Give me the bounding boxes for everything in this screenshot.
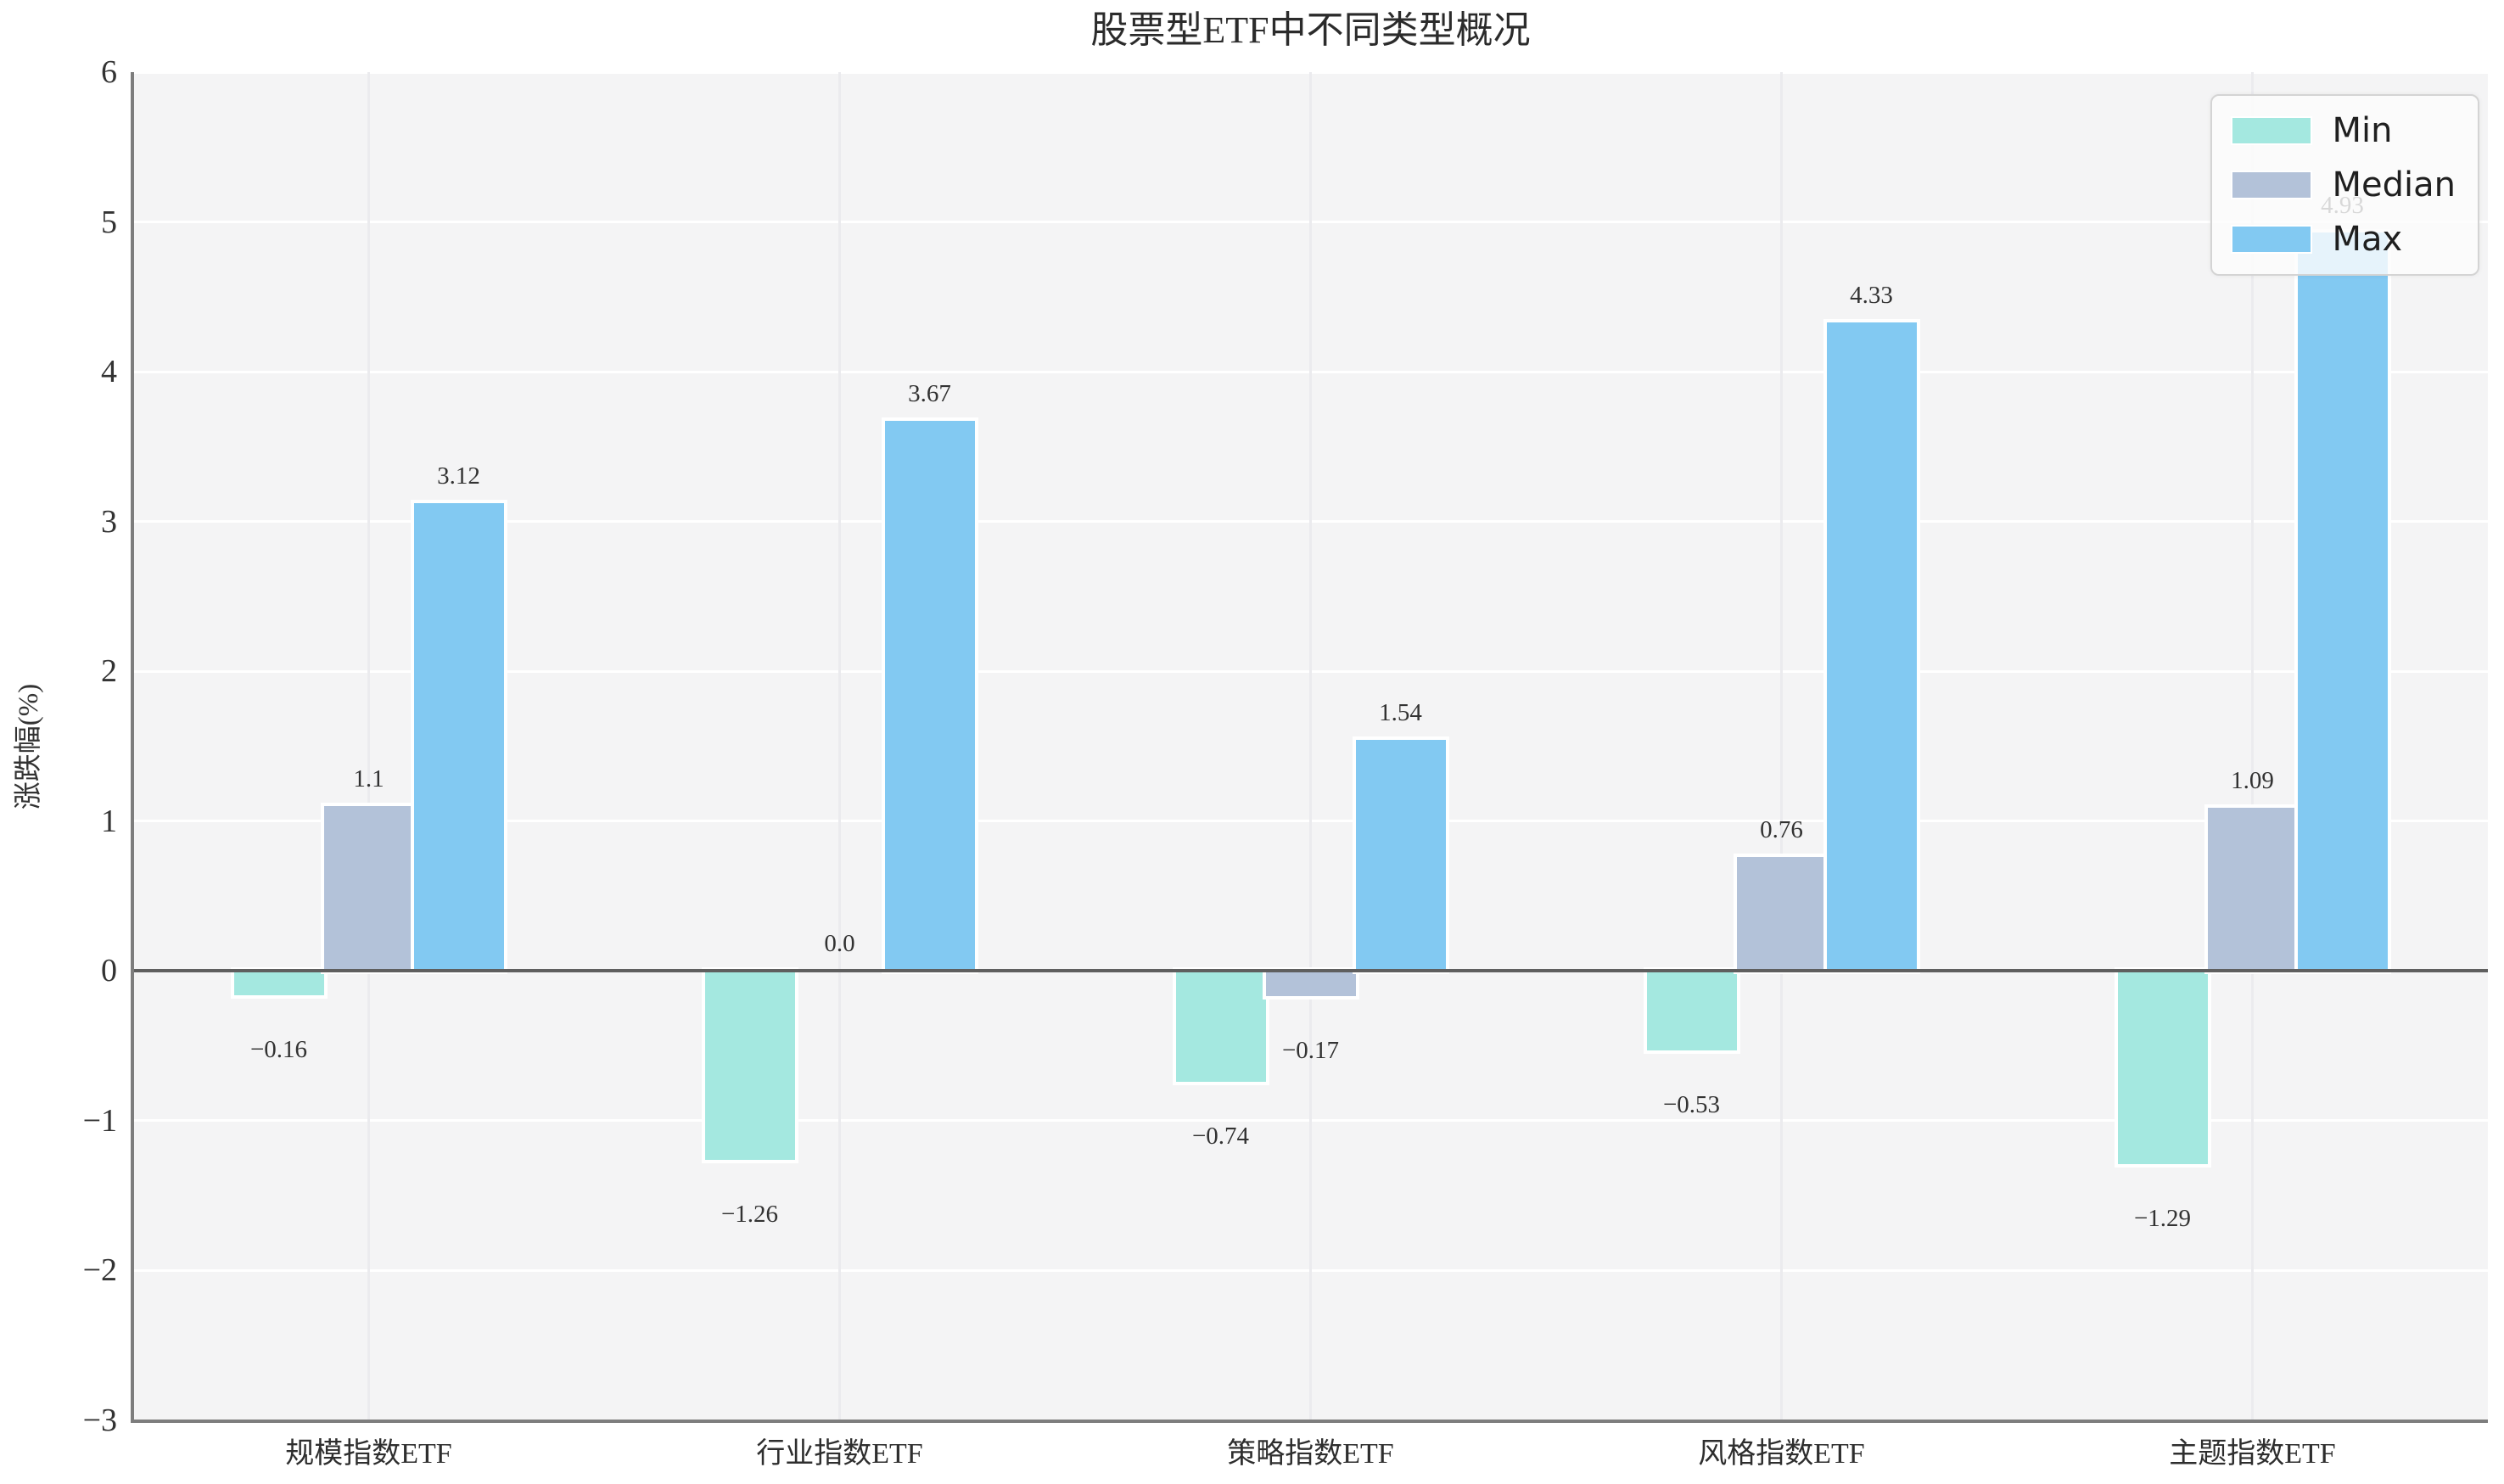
bar-median (1262, 967, 1359, 1000)
y-tick-label: 4 (101, 354, 117, 390)
y-tick-label: 0 (101, 953, 117, 989)
bar-median (1733, 854, 1830, 975)
x-category-label: 行业指数ETF (756, 1438, 923, 1470)
bar-min (1172, 967, 1269, 1085)
value-label: −0.53 (1662, 1090, 1721, 1118)
value-label: 0.76 (1760, 816, 1803, 844)
x-category-label: 策略指数ETF (1227, 1438, 1394, 1470)
chart-title: 股票型ETF中不同类型概况 (1090, 9, 1531, 51)
bar-max (1823, 318, 1920, 975)
y-tick-label: −2 (82, 1252, 117, 1289)
value-label: −0.74 (1191, 1122, 1250, 1150)
gridline-vertical (838, 72, 841, 1420)
value-label: −0.16 (249, 1035, 308, 1063)
value-label: −1.26 (720, 1200, 779, 1228)
gridline-vertical (1309, 72, 1312, 1420)
gridline-vertical (2251, 72, 2254, 1420)
x-category-label: 风格指数ETF (1698, 1438, 1865, 1470)
legend-swatch-min (2230, 116, 2312, 145)
bar-median (320, 803, 417, 975)
bottom-spine (131, 1420, 2488, 1423)
legend-label: Median (2332, 165, 2456, 204)
x-category-label: 主题指数ETF (2169, 1438, 2336, 1470)
bar-max (881, 417, 978, 975)
legend: Min Median Max (2210, 94, 2479, 276)
legend-label: Max (2332, 220, 2403, 259)
y-tick-label: 6 (101, 54, 117, 90)
value-label: 0.0 (824, 930, 855, 958)
left-spine (131, 72, 134, 1423)
legend-label: Min (2332, 111, 2393, 150)
gridline-vertical (1780, 72, 1783, 1420)
y-tick-label: 5 (101, 204, 117, 240)
legend-item: Min (2230, 109, 2456, 152)
value-label: 4.33 (1850, 281, 1893, 309)
y-tick-label: 2 (101, 653, 117, 690)
y-tick-label: −1 (82, 1102, 117, 1139)
value-label: 1.09 (2231, 766, 2274, 794)
zero-line (133, 969, 2488, 973)
bar-min (1643, 967, 1740, 1054)
y-tick-label: 3 (101, 503, 117, 540)
y-tick-label: −3 (82, 1403, 117, 1438)
value-label: 3.67 (908, 380, 951, 408)
legend-item: Median (2230, 164, 2456, 206)
value-label: −0.17 (1281, 1037, 1340, 1065)
value-label: 1.1 (353, 765, 384, 793)
x-category-label: 规模指数ETF (285, 1438, 452, 1470)
y-tick-label: 1 (101, 803, 117, 839)
value-label: −1.29 (2133, 1205, 2192, 1233)
bar-min (230, 967, 328, 999)
bar-max (1352, 736, 1449, 975)
bar-min (701, 967, 798, 1163)
value-label: 3.12 (437, 462, 480, 490)
bar-median (2204, 804, 2301, 975)
bar-min (2114, 967, 2211, 1168)
gridline-vertical (367, 72, 370, 1420)
plot-area: Min Median Max −0.16 −1.26 −0.74 −0.53 −1.29 1.… (133, 70, 2488, 1420)
bar-max (410, 500, 507, 975)
legend-item: Max (2230, 218, 2456, 260)
value-label: 1.54 (1379, 699, 1422, 727)
legend-swatch-median (2230, 171, 2312, 199)
bar-max (2294, 228, 2391, 975)
legend-swatch-max (2230, 225, 2312, 254)
